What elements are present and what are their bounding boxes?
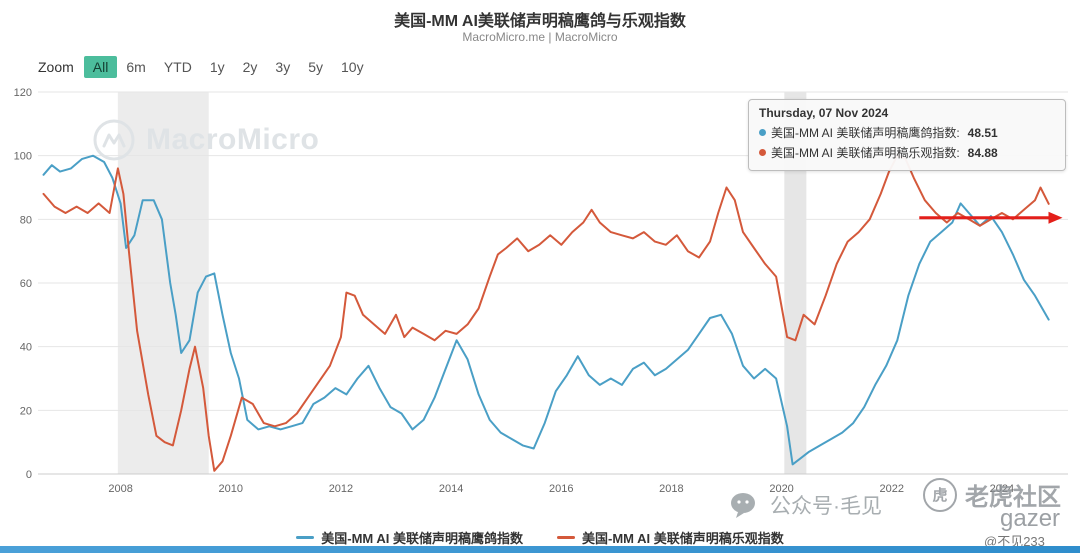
y-axis-label: 100: [14, 151, 32, 163]
y-axis-label: 60: [20, 278, 32, 290]
legend-label: 美国-MM AI 美联储声明稿鹰鸽指数: [321, 531, 523, 546]
tooltip-series-value: 48.51: [967, 125, 998, 140]
legend-item-0[interactable]: 美国-MM AI 美联储声明稿鹰鸽指数: [296, 528, 523, 547]
zoom-toolbar: Zoom All 6m YTD 1y 2y 3y 5y 10y: [38, 56, 373, 78]
y-axis-label: 120: [14, 87, 32, 99]
y-axis-label: 80: [20, 214, 32, 226]
tooltip-rows: 美国-MM AI 美联储声明稿鹰鸽指数: 48.51 美国-MM AI 美联储声明稿…: [759, 124, 1055, 161]
trend-arrow-head: [1048, 211, 1063, 224]
x-axis-label: 2016: [549, 483, 573, 495]
page-title: 美国-MM AI美联储声明稿鹰鸽与乐观指数: [394, 13, 686, 30]
zoom-button-10y[interactable]: 10y: [341, 59, 364, 75]
tooltip-row: 美国-MM AI 美联储声明稿乐观指数: 84.88: [759, 144, 1055, 161]
y-axis-label: 20: [20, 405, 32, 417]
bottom-blue-bar: [0, 546, 1080, 553]
tooltip-series-label: 美国-MM AI 美联储声明稿鹰鸽指数:: [771, 126, 960, 140]
zoom-button-group: All 6m YTD 1y 2y 3y 5y 10y: [83, 56, 373, 78]
zoom-button-1y[interactable]: 1y: [209, 59, 225, 75]
zoom-button-all[interactable]: All: [83, 56, 118, 78]
zoom-button-6m[interactable]: 6m: [126, 59, 146, 75]
zoom-label: Zoom: [38, 59, 74, 75]
y-axis-label: 0: [26, 469, 32, 481]
tooltip-row: 美国-MM AI 美联储声明稿鹰鸽指数: 48.51: [759, 124, 1055, 141]
tooltip-series-label: 美国-MM AI 美联储声明稿乐观指数:: [771, 146, 960, 160]
zoom-button-3y[interactable]: 3y: [275, 59, 291, 75]
x-axis-label: 2008: [108, 483, 132, 495]
x-axis-label: 2020: [769, 483, 793, 495]
legend-label: 美国-MM AI 美联储声明稿乐观指数: [582, 531, 784, 546]
page-subtitle: MacroMicro.me | MacroMicro: [462, 30, 618, 44]
tooltip-series-dot: [759, 129, 766, 136]
x-axis-label: 2012: [329, 483, 353, 495]
tooltip-date: Thursday, 07 Nov 2024: [759, 106, 889, 120]
y-axis-label: 40: [20, 342, 32, 354]
x-axis-label: 2014: [439, 483, 463, 495]
series-line-0[interactable]: [42, 154, 1050, 466]
x-axis-label: 2024: [990, 483, 1014, 495]
legend-item-1[interactable]: 美国-MM AI 美联储声明稿乐观指数: [557, 528, 784, 547]
chart-tooltip: Thursday, 07 Nov 2024 美国-MM AI 美联储声明稿鹰鸽指…: [748, 99, 1066, 171]
legend-line-symbol: [557, 536, 575, 539]
zoom-button-ytd[interactable]: YTD: [163, 59, 192, 75]
zoom-button-2y[interactable]: 2y: [242, 59, 258, 75]
tooltip-series-dot: [759, 149, 766, 156]
legend-line-symbol: [296, 536, 315, 539]
series-line-1[interactable]: [42, 154, 1050, 472]
x-axis-label: 2010: [219, 483, 243, 495]
x-axis-label: 2022: [880, 483, 904, 495]
x-axis-label: 2018: [659, 483, 683, 495]
zoom-button-5y[interactable]: 5y: [308, 59, 323, 75]
chart-legend: 美国-MM AI 美联储声明稿鹰鸽指数 美国-MM AI 美联储声明稿乐观指数: [0, 528, 1080, 547]
tooltip-series-value: 84.88: [967, 145, 998, 160]
